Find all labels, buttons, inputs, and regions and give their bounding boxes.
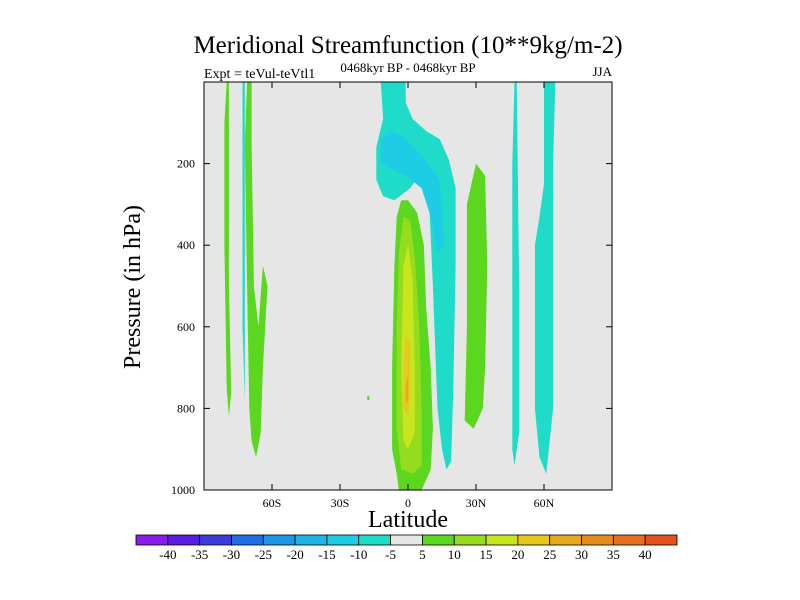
contour-fills [224, 82, 556, 490]
negative-upper-core [380, 131, 445, 254]
y-tick-label: 200 [177, 157, 195, 171]
colorbar-swatch [549, 534, 582, 546]
colorbar-swatch [167, 534, 201, 546]
positive-core-25 [405, 375, 408, 405]
y-tick-label: 400 [177, 238, 195, 252]
x-tick-label: 0 [405, 496, 411, 510]
x-axis: 60S 30S 0 30N 60N [263, 82, 555, 510]
speck-1 [367, 396, 370, 401]
left-string: Expt = teVul-teVtl1 [204, 67, 315, 82]
colorbar-swatch [517, 534, 551, 546]
x-tick-label: 60S [263, 496, 282, 510]
colorbar-swatch [612, 534, 646, 546]
colorbar-label: -35 [191, 547, 208, 562]
colorbar-swatch [262, 534, 296, 546]
colorbar-swatch [644, 534, 678, 546]
colorbar-label: 40 [639, 547, 652, 562]
y-tick-label: 800 [177, 401, 195, 415]
positive-strip-sh-b [244, 82, 268, 458]
colorbar-label: -25 [255, 547, 272, 562]
colorbar: -40 -35 -30 -25 -20 -15 -10 -5 5 10 15 20 25 30 35 40 [135, 534, 678, 562]
colorbar-swatch [199, 534, 232, 546]
colorbar-swatch [453, 534, 487, 546]
negative-strip-60n [534, 82, 556, 474]
colorbar-swatch [422, 534, 455, 546]
negative-line-sh [242, 82, 245, 401]
colorbar-swatch [390, 534, 423, 546]
colorbar-label: 25 [543, 547, 556, 562]
colorbar-label: 15 [480, 547, 493, 562]
colorbar-label: 35 [607, 547, 620, 562]
colorbar-swatch [358, 534, 391, 546]
colorbar-label: -40 [159, 547, 176, 562]
negative-strip-45n [512, 82, 520, 466]
colorbar-swatch [581, 534, 614, 546]
colorbar-label: -30 [223, 547, 240, 562]
y-axis: 200 400 600 800 1000 [171, 157, 612, 497]
colorbar-label: -20 [286, 547, 303, 562]
colorbar-label: -5 [385, 547, 396, 562]
positive-strip-30n [464, 163, 488, 429]
colorbar-label: 20 [511, 547, 524, 562]
positive-strip-sh-a [224, 82, 232, 417]
colorbar-label: 10 [448, 547, 461, 562]
x-tick-label: 60N [534, 496, 555, 510]
colorbar-label: 30 [575, 547, 588, 562]
colorbar-swatch [231, 534, 264, 546]
x-tick-label: 30N [466, 496, 487, 510]
colorbar-swatch [485, 534, 519, 546]
colorbar-swatch [294, 534, 328, 546]
y-axis-label: Pressure (in hPa) [120, 205, 146, 369]
y-tick-label: 1000 [171, 483, 195, 497]
positive-core-20 [403, 335, 411, 417]
colorbar-swatch [135, 534, 169, 546]
center-string: 0468kyr BP - 0468kyr BP [340, 60, 475, 75]
colorbar-label: -10 [350, 547, 367, 562]
colorbar-label: -15 [318, 547, 335, 562]
x-axis-label: Latitude [368, 507, 448, 533]
colorbar-label: 5 [419, 547, 426, 562]
y-tick-label: 600 [177, 320, 195, 334]
right-string: JJA [592, 64, 612, 79]
colorbar-swatch [326, 534, 360, 546]
chart-title: Meridional Streamfunction (10**9kg/m-2) [193, 32, 622, 59]
x-tick-label: 30S [331, 496, 350, 510]
